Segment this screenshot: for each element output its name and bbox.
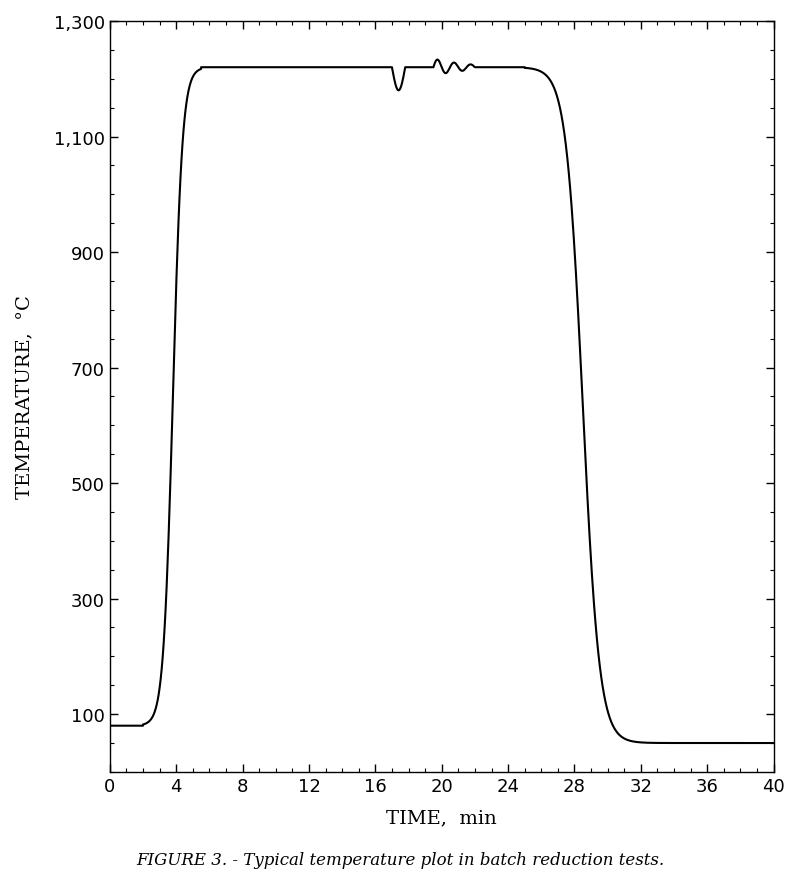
X-axis label: TIME,  min: TIME, min xyxy=(386,809,497,827)
Y-axis label: TEMPERATURE,  °C: TEMPERATURE, °C xyxy=(15,295,33,499)
Text: FIGURE 3. - Typical temperature plot in batch reduction tests.: FIGURE 3. - Typical temperature plot in … xyxy=(136,851,664,868)
